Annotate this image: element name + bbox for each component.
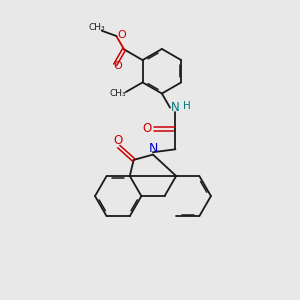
Text: N: N — [171, 100, 180, 114]
Text: H: H — [183, 101, 190, 112]
Text: O: O — [143, 122, 152, 135]
Text: N: N — [149, 142, 158, 155]
Text: O: O — [113, 134, 122, 146]
Text: O: O — [113, 61, 122, 71]
Text: CH₃: CH₃ — [109, 89, 126, 98]
Text: CH₃: CH₃ — [88, 23, 105, 32]
Text: O: O — [117, 30, 126, 40]
